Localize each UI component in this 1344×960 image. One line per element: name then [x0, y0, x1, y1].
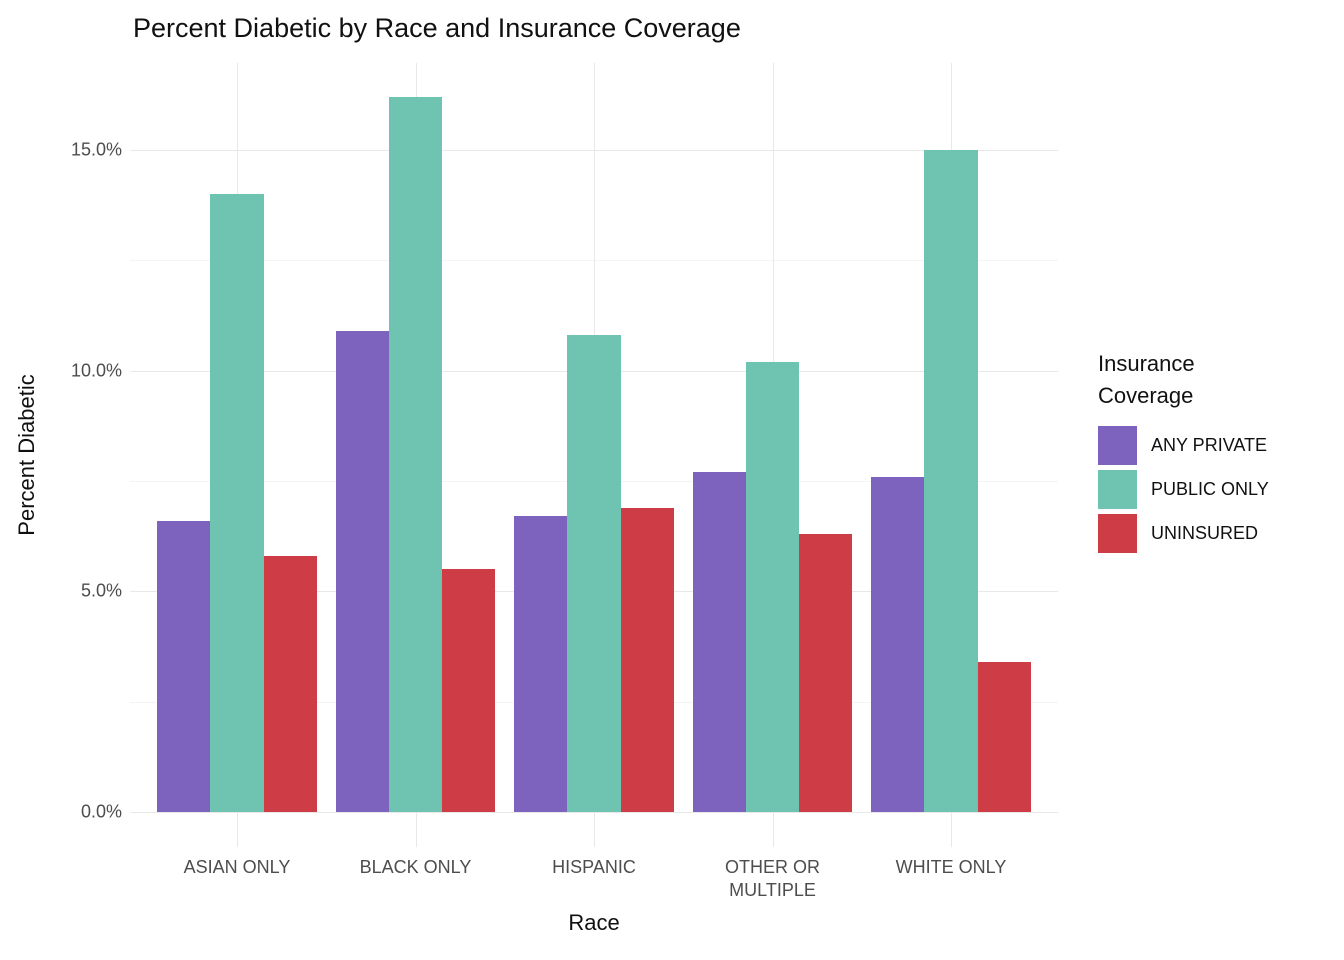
- y-axis-title: Percent Diabetic: [14, 374, 39, 536]
- y-tick-label: 0.0%: [80, 801, 122, 822]
- legend-key: PUBLIC ONLY: [1098, 469, 1338, 509]
- x-tick-label: WHITE ONLY: [895, 857, 1007, 877]
- bar-uninsured: [263, 556, 317, 812]
- bar-public-only: [388, 97, 443, 812]
- legend-swatch-uninsured: [1098, 513, 1137, 553]
- legend-label: UNINSURED: [1151, 522, 1259, 543]
- y-tick-label: 5.0%: [80, 580, 122, 601]
- x-tick-label: OTHER OR MULTIPLE: [724, 857, 820, 900]
- y-tick-label: 10.0%: [70, 360, 122, 381]
- legend-label: ANY PRIVATE: [1151, 434, 1268, 455]
- bar-uninsured: [799, 533, 853, 812]
- bar-uninsured: [977, 661, 1031, 812]
- legend-key: UNINSURED: [1098, 513, 1338, 553]
- legend-title: Insurance Coverage: [1098, 351, 1195, 408]
- bar-public-only: [567, 335, 621, 812]
- legend-swatch-public-only: [1098, 469, 1137, 509]
- bar-public-only: [745, 361, 800, 812]
- x-axis-title: Race: [568, 910, 620, 935]
- bar-uninsured: [620, 507, 674, 812]
- legend: Insurance Coverage ANY PRIVATE PUBLIC ONL…: [1098, 348, 1338, 558]
- x-tick-label: HISPANIC: [552, 857, 636, 877]
- bar-any-private: [335, 330, 389, 812]
- legend-swatch-any-private: [1098, 425, 1137, 465]
- y-tick-label: 15.0%: [70, 139, 122, 160]
- bar-public-only: [210, 194, 264, 812]
- x-tick-label: BLACK ONLY: [359, 857, 472, 877]
- bar-any-private: [692, 472, 746, 812]
- bar-public-only: [924, 150, 978, 812]
- bar-any-private: [871, 476, 925, 812]
- legend-label: PUBLIC ONLY: [1151, 478, 1269, 499]
- plot-area: [130, 63, 1058, 847]
- bar-any-private: [514, 516, 568, 812]
- legend-key: ANY PRIVATE: [1098, 425, 1338, 465]
- chart-title: Percent Diabetic by Race and Insurance C…: [133, 13, 741, 43]
- x-tick-label: ASIAN ONLY: [183, 857, 291, 877]
- bar-any-private: [157, 520, 211, 812]
- bar-uninsured: [442, 569, 496, 812]
